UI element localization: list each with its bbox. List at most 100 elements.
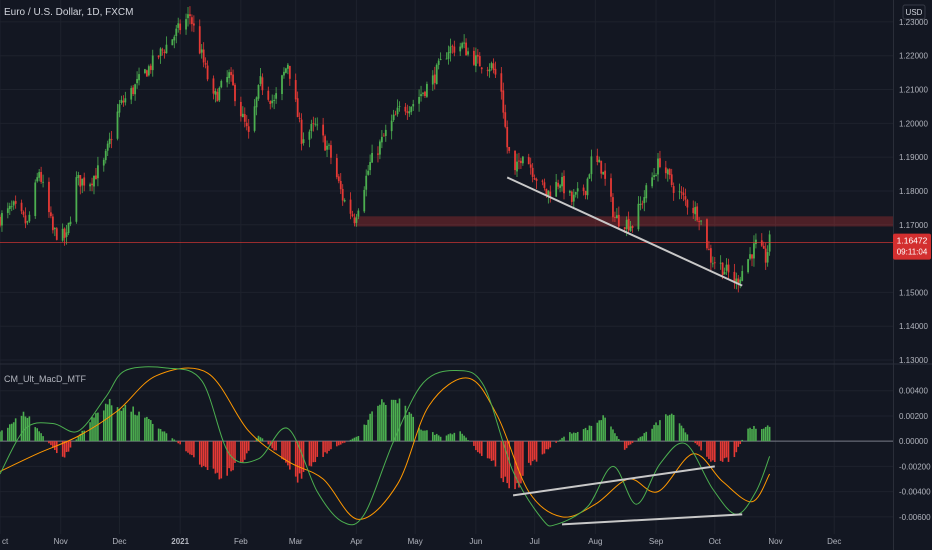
candle-body[interactable] [488, 69, 491, 72]
candle-body[interactable] [177, 23, 180, 28]
candle-body[interactable] [643, 197, 646, 204]
candle-body[interactable] [28, 214, 31, 222]
candle-body[interactable] [424, 91, 426, 97]
candle-body[interactable] [339, 180, 342, 190]
candle-body[interactable] [83, 177, 86, 186]
candle-body[interactable] [351, 214, 354, 217]
candle-body[interactable] [721, 262, 724, 276]
price-axis[interactable]: 1.23000 1.22000 1.21000 1.20000 1.19000 1.180… [899, 18, 928, 365]
candle-body[interactable] [26, 221, 29, 223]
candle-body[interactable] [598, 159, 601, 163]
candle-body[interactable] [369, 162, 372, 171]
candle-body[interactable] [230, 72, 232, 76]
candle-body[interactable] [678, 191, 681, 193]
candle-body[interactable] [281, 75, 283, 95]
candle-body[interactable] [120, 99, 123, 104]
candle-body[interactable] [463, 42, 466, 44]
candle-body[interactable] [641, 203, 644, 205]
candle-body[interactable] [55, 228, 58, 240]
candle-body[interactable] [390, 120, 393, 132]
candle-body[interactable] [711, 263, 714, 265]
candle-body[interactable] [89, 184, 91, 187]
candle-body[interactable] [639, 203, 642, 206]
candle-body[interactable] [766, 252, 769, 263]
candle-body[interactable] [42, 181, 44, 183]
candle-body[interactable] [533, 177, 536, 180]
candle-body[interactable] [762, 245, 765, 249]
candle-body[interactable] [559, 185, 561, 188]
candle-body[interactable] [412, 104, 415, 107]
candle-body[interactable] [12, 201, 15, 206]
candle-body[interactable] [437, 60, 440, 65]
candle-body[interactable] [700, 220, 702, 222]
candle-body[interactable] [65, 232, 68, 237]
candle-body[interactable] [189, 14, 191, 17]
divergence-trendline[interactable] [512, 465, 715, 497]
candle-body[interactable] [220, 81, 223, 88]
candle-body[interactable] [473, 50, 475, 65]
candle-body[interactable] [204, 63, 207, 65]
candle-body[interactable] [355, 217, 358, 223]
candle-body[interactable] [77, 174, 80, 178]
candle-body[interactable] [682, 192, 685, 196]
candle-body[interactable] [38, 172, 41, 178]
candle-body[interactable] [508, 146, 511, 151]
candle-body[interactable] [404, 106, 407, 112]
candle-body[interactable] [212, 78, 215, 94]
candle-body[interactable] [615, 215, 618, 219]
candle-body[interactable] [198, 26, 201, 54]
candle-body[interactable] [563, 175, 565, 194]
candle-body[interactable] [147, 66, 150, 76]
candle-body[interactable] [610, 178, 612, 197]
indicator-title[interactable]: CM_Ult_MacD_MTF [4, 374, 87, 384]
candle-body[interactable] [322, 124, 325, 136]
candle-body[interactable] [531, 167, 534, 177]
candle-body[interactable] [713, 262, 716, 264]
candle-body[interactable] [549, 191, 552, 197]
candle-body[interactable] [623, 227, 626, 230]
candle-body[interactable] [453, 46, 456, 53]
candle-body[interactable] [300, 119, 303, 144]
candle-body[interactable] [418, 96, 420, 104]
candle-body[interactable] [161, 49, 164, 51]
indicator-axis[interactable]: 0.00400 0.00200 0.00000 -0.00200 -0.00400 -0.… [899, 387, 931, 522]
candle-body[interactable] [36, 177, 39, 182]
candle-body[interactable] [561, 177, 563, 187]
candle-body[interactable] [324, 136, 326, 151]
price-trendline[interactable] [506, 176, 743, 287]
candle-body[interactable] [159, 48, 162, 57]
candle-body[interactable] [420, 94, 422, 97]
candle-body[interactable] [504, 112, 507, 127]
candle-body[interactable] [494, 68, 497, 75]
candle-body[interactable] [286, 64, 289, 69]
candle-body[interactable] [192, 23, 195, 26]
candle-body[interactable] [435, 64, 438, 85]
candle-body[interactable] [50, 212, 52, 217]
candle-body[interactable] [337, 176, 340, 182]
candle-body[interactable] [727, 264, 730, 273]
candle-body[interactable] [755, 239, 757, 245]
candle-body[interactable] [6, 208, 9, 213]
candle-body[interactable] [572, 194, 575, 202]
candle-body[interactable] [91, 183, 93, 186]
candle-body[interactable] [708, 248, 710, 250]
candle-body[interactable] [255, 97, 258, 108]
candle-body[interactable] [588, 174, 591, 179]
candle-body[interactable] [664, 167, 667, 174]
candle-body[interactable] [741, 271, 744, 281]
candle-body[interactable] [709, 248, 712, 263]
candle-body[interactable] [239, 101, 242, 117]
candle-body[interactable] [8, 205, 11, 210]
candle-body[interactable] [394, 114, 397, 116]
candle-body[interactable] [216, 91, 219, 102]
candle-body[interactable] [328, 144, 330, 146]
candle-body[interactable] [631, 225, 634, 228]
candle-body[interactable] [408, 111, 411, 114]
candle-body[interactable] [253, 106, 256, 131]
candle-body[interactable] [326, 145, 328, 150]
candle-body[interactable] [764, 248, 767, 263]
resistance-zone[interactable] [354, 216, 893, 227]
candle-body[interactable] [294, 80, 297, 100]
candle-body[interactable] [379, 141, 381, 155]
candle-body[interactable] [686, 200, 689, 208]
